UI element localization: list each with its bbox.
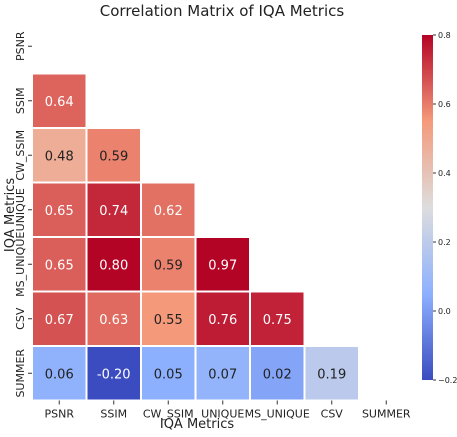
cell-value-label: 0.80 xyxy=(99,258,128,273)
heatmap-cell xyxy=(194,236,251,293)
heatmap-cell xyxy=(85,290,142,347)
cell-value-label: 0.74 xyxy=(99,204,128,219)
cell-value-label: 0.76 xyxy=(208,313,237,328)
heatmap-cell xyxy=(85,345,142,402)
heatmap-cells: 0.64 0.48 0.59 0.65 0.74 0.62 0.65 0.80 0.59 0.97… xyxy=(31,72,360,402)
cell-value-label: 0.59 xyxy=(99,149,128,164)
cell-value-label: 0.64 xyxy=(45,95,74,110)
colorbar-tick-label: 0.0 xyxy=(438,307,451,316)
colorbar-tick-label: 0.8 xyxy=(438,31,451,40)
colorbar-tick-label: 0.6 xyxy=(438,100,451,109)
y-tick-label: MS_UNIQUE xyxy=(14,232,27,297)
colorbar-tick-label: 0.4 xyxy=(438,169,451,178)
y-tick-label: SSIM xyxy=(14,87,27,114)
y-tick-label: SUMMER xyxy=(14,349,27,398)
cell-value-label: 0.02 xyxy=(263,367,292,382)
heatmap-cell xyxy=(194,345,251,402)
cell-value-label: 0.65 xyxy=(45,204,74,219)
chart-title: Correlation Matrix of IQA Metrics xyxy=(100,2,345,20)
colorbar-tick-label: −0.2 xyxy=(438,376,457,385)
colorbar-tick-label: 0.2 xyxy=(438,238,451,247)
cell-value-label: 0.65 xyxy=(45,258,74,273)
heatmap-cell xyxy=(249,345,306,402)
cell-value-label: 0.67 xyxy=(45,313,74,328)
cell-value-label: 0.63 xyxy=(99,313,128,328)
cell-value-label: 0.97 xyxy=(208,258,237,273)
x-tick-label: CW_SSIM xyxy=(143,408,194,421)
heatmap-cell xyxy=(140,181,197,238)
colorbar: 0.8 0.6 0.4 0.2 0.0 −0.2 xyxy=(422,31,457,385)
x-tick-label: SSIM xyxy=(100,408,127,421)
y-tick-label: UNIQUE xyxy=(14,188,27,231)
x-tick-label: PSNR xyxy=(45,408,75,421)
cell-value-label: 0.48 xyxy=(45,149,74,164)
x-axis-label: IQA Metrics xyxy=(160,417,235,432)
heatmap-cell xyxy=(194,290,251,347)
cell-value-label: 0.07 xyxy=(208,367,237,382)
cell-value-label: 0.59 xyxy=(154,258,183,273)
cell-value-label: 0.55 xyxy=(154,313,183,328)
y-tick-label: CSV xyxy=(14,307,27,330)
x-tick-label: UNIQUE xyxy=(201,408,244,421)
cell-value-label: -0.20 xyxy=(97,367,131,382)
heatmap-cell xyxy=(303,345,360,402)
x-tick-label: SUMMER xyxy=(362,408,411,421)
cell-value-label: 0.05 xyxy=(154,367,183,382)
colorbar-gradient xyxy=(422,35,433,380)
heatmap-cell xyxy=(85,236,142,293)
x-tick-label: CSV xyxy=(321,408,344,421)
cell-value-label: 0.75 xyxy=(263,313,292,328)
y-tick-label: CW_SSIM xyxy=(14,130,27,181)
cell-value-label: 0.62 xyxy=(154,204,183,219)
cell-value-label: 0.19 xyxy=(317,367,346,382)
x-axis-ticks: PSNR SSIM CW_SSIM UNIQUE MS_UNIQUE CSV SUMMER xyxy=(45,400,411,421)
y-axis-label: IQA Metrics xyxy=(3,178,18,253)
x-tick-label: MS_UNIQUE xyxy=(245,408,310,421)
y-tick-label: PSNR xyxy=(14,31,27,61)
cell-value-label: 0.06 xyxy=(45,367,74,382)
